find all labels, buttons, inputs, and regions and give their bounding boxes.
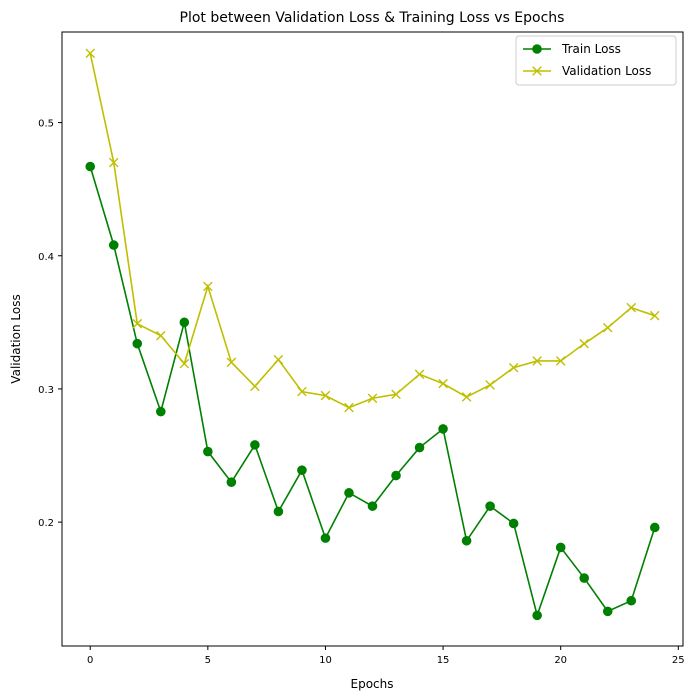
plot-area [62, 32, 683, 646]
data-point [555, 542, 566, 553]
data-point [532, 356, 542, 366]
legend-entry: Validation Loss [523, 64, 651, 78]
data-point [132, 318, 143, 329]
x-tick-label: 5 [205, 655, 211, 666]
x-axis-label: Epochs [351, 677, 394, 691]
data-point [579, 338, 589, 349]
data-point [250, 381, 260, 392]
data-point [179, 358, 190, 369]
data-point [626, 302, 637, 313]
legend-label: Train Loss [561, 42, 621, 56]
data-point [391, 470, 401, 481]
data-point [414, 442, 425, 453]
legend-marker [532, 44, 542, 54]
y-tick-label: 0.3 [38, 385, 54, 396]
data-point [626, 595, 637, 606]
data-point [461, 535, 472, 546]
x-tick-label: 10 [319, 655, 332, 666]
legend-marker [532, 66, 542, 76]
plot-frame [61, 31, 684, 647]
data-point [649, 522, 660, 533]
data-point [461, 392, 472, 402]
data-point [438, 424, 448, 434]
legend-label: Validation Loss [562, 64, 651, 78]
data-point [85, 48, 96, 59]
data-point [508, 518, 519, 529]
y-tick-label: 0.5 [38, 119, 54, 130]
data-point [226, 357, 237, 368]
data-point [203, 446, 213, 457]
data-point [156, 330, 166, 341]
data-point [649, 310, 660, 321]
x-tick-label: 20 [554, 655, 567, 666]
train-loss-series [85, 161, 660, 621]
data-point [579, 573, 590, 583]
chart-title: Plot between Validation Loss & Training … [180, 10, 565, 26]
legend-box [515, 35, 677, 86]
x-tick-label: 25 [672, 655, 685, 666]
data-point [273, 506, 284, 517]
data-point [226, 477, 237, 487]
x-tick-label: 15 [437, 655, 450, 666]
data-point [108, 240, 119, 250]
data-point [485, 380, 495, 390]
y-tick-label: 0.2 [38, 518, 54, 529]
data-point [367, 501, 378, 511]
data-point [85, 161, 96, 172]
data-point [602, 322, 613, 333]
y-tick-label: 0.4 [38, 252, 54, 263]
data-point [555, 356, 566, 366]
data-point [344, 402, 354, 413]
data-point [273, 354, 284, 365]
data-point [108, 157, 119, 168]
data-point [602, 606, 613, 617]
data-point [203, 281, 213, 292]
validation-loss-series [85, 48, 660, 413]
data-point [297, 386, 307, 397]
data-point [132, 338, 143, 349]
data-point [532, 610, 542, 621]
data-point [320, 390, 331, 401]
data-point [391, 389, 401, 400]
data-point [320, 533, 331, 543]
data-point [344, 488, 354, 498]
legend: Train Loss Validation Loss [515, 35, 677, 86]
data-point [179, 317, 190, 328]
data-point [250, 440, 260, 450]
x-axis: 0 5 10 15 20 25 [87, 646, 685, 666]
chart-marks [85, 48, 660, 621]
data-point [297, 465, 307, 475]
data-point [438, 378, 448, 389]
x-tick-label: 0 [87, 655, 93, 666]
y-axis: 0.2 0.3 0.4 0.5 [38, 119, 62, 529]
data-point [508, 362, 519, 373]
legend-entry: Train Loss [523, 42, 621, 56]
data-point [155, 406, 166, 417]
data-point [367, 393, 378, 404]
data-point [414, 369, 425, 380]
data-point [485, 501, 495, 511]
y-axis-label: Validation Loss [9, 294, 23, 383]
